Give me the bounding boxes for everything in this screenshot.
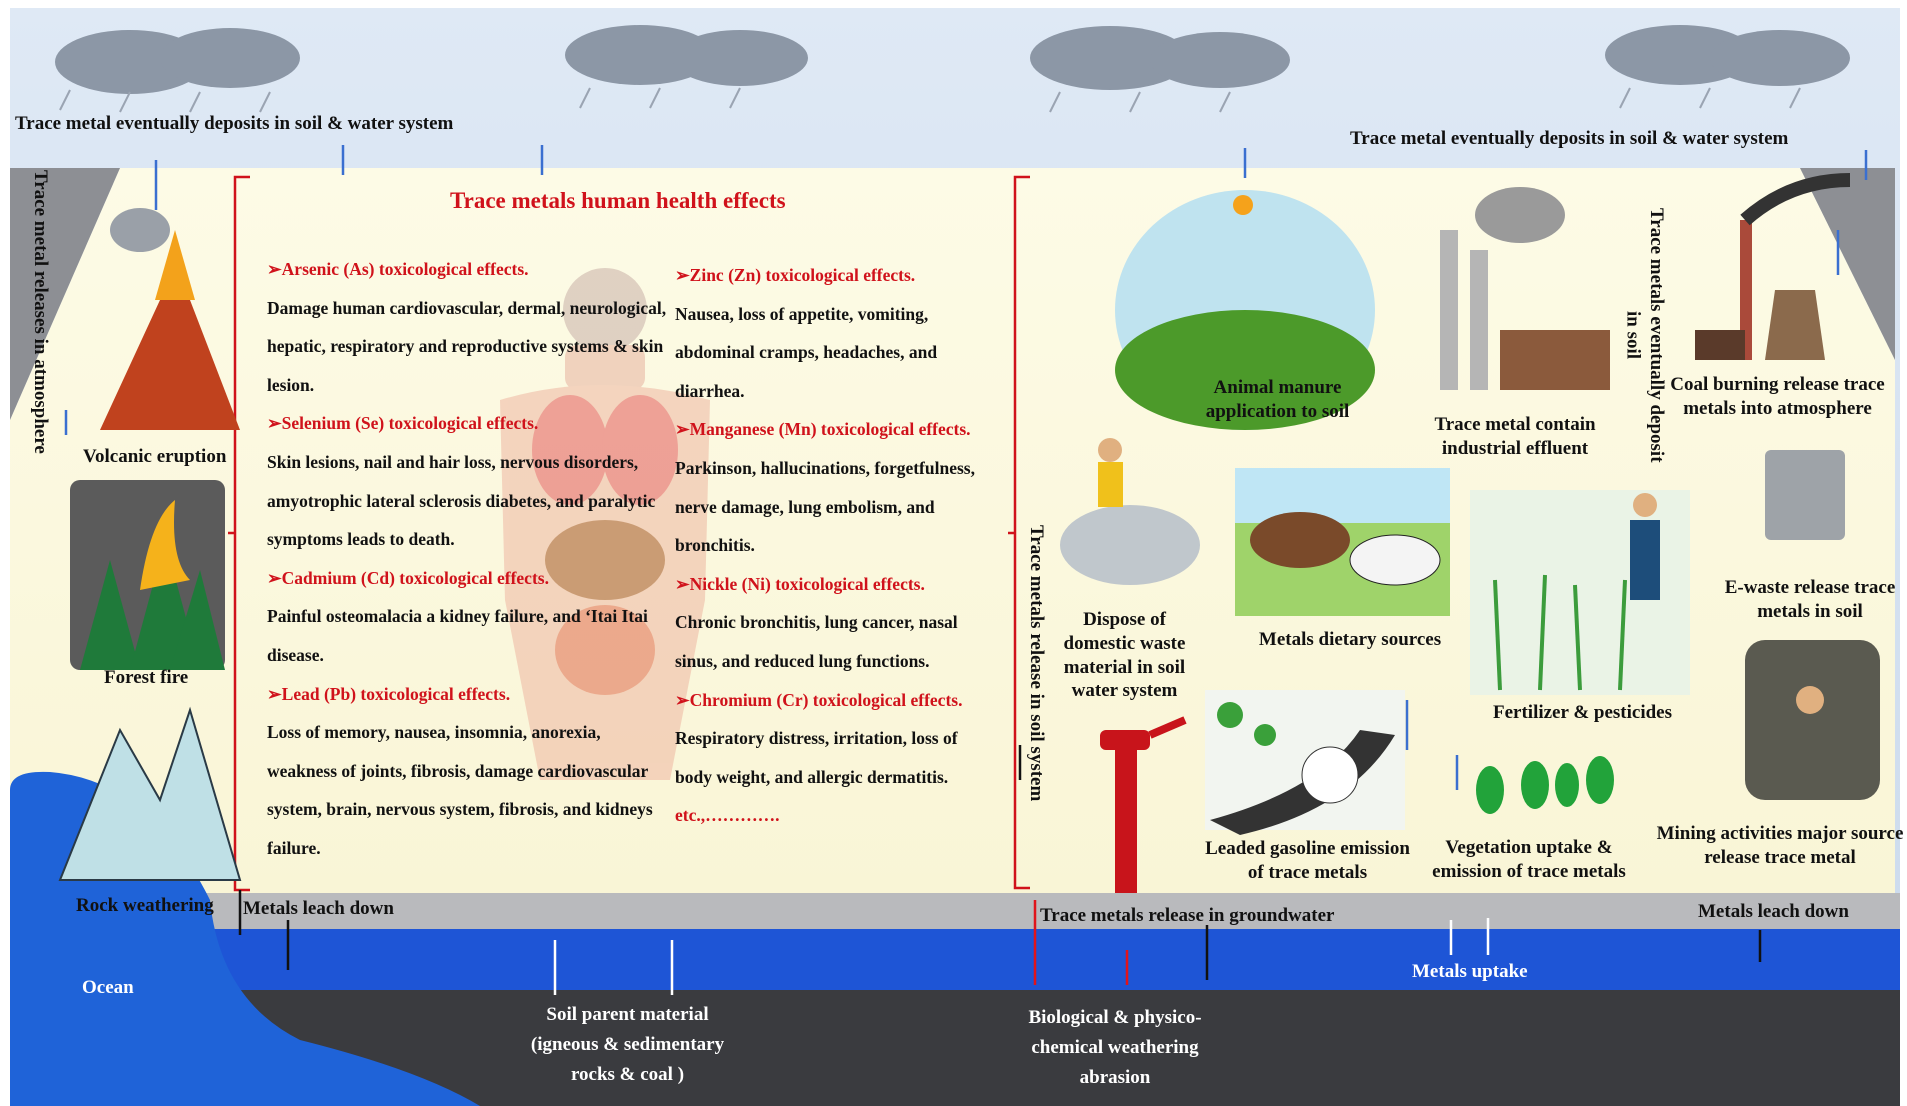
ground-label: Metals leach down — [243, 897, 394, 921]
effect-heading: ➢Chromium (Cr) toxicological effects. — [675, 681, 995, 720]
source-label: Mining activities major source release t… — [1655, 822, 1905, 870]
source-label: Forest fire — [104, 666, 188, 690]
source-label: Fertilizer & pesticides — [1470, 701, 1695, 725]
source-label: Metals dietary sources — [1240, 628, 1460, 652]
soil-release-label: Trace metals release in soil system — [1024, 525, 1048, 895]
road — [1205, 690, 1405, 835]
effect-text: Loss of memory, nausea, insomnia, anorex… — [267, 713, 672, 867]
source-label: Volcanic eruption — [83, 445, 226, 469]
forest — [70, 480, 225, 670]
cows — [1235, 468, 1450, 616]
ground-label: Metals leach down — [1698, 900, 1849, 924]
ocean-label: Ocean — [82, 976, 134, 1000]
effect-heading: ➢Manganese (Mn) toxicological effects. — [675, 410, 995, 449]
ground-label: Soil parent material (igneous & sediment… — [515, 1000, 740, 1090]
source-label: Trace metal contain industrial effluent — [1415, 413, 1615, 461]
deposit-label: Trace metal eventually deposits in soil … — [15, 112, 453, 136]
effect-heading: ➢Cadmium (Cd) toxicological effects. — [267, 559, 672, 598]
effects-column: ➢Arsenic (As) toxicological effects.Dama… — [267, 250, 672, 868]
effects-column: ➢Zinc (Zn) toxicological effects.Nausea,… — [675, 256, 995, 835]
ground-label: Biological & physico-chemical weathering… — [1010, 1003, 1220, 1093]
effect-text: Chronic bronchitis, lung cancer, nasal s… — [675, 603, 995, 680]
effect-text: Painful osteomalacia a kidney failure, a… — [267, 597, 672, 674]
effect-text: Damage human cardiovascular, dermal, neu… — [267, 289, 672, 405]
etc-label: etc.,…………. — [675, 796, 995, 835]
atmosphere-label: Trace metal releases in atmosphere — [28, 170, 52, 550]
source-label: Leaded gasoline emission of trace metals — [1195, 837, 1420, 885]
effect-heading: ➢Selenium (Se) toxicological effects. — [267, 404, 672, 443]
health-title: Trace metals human health effects — [450, 187, 786, 216]
effect-heading: ➢Zinc (Zn) toxicological effects. — [675, 256, 995, 295]
mining — [1745, 640, 1880, 800]
e-waste — [1765, 450, 1845, 540]
source-label: E-waste release trace metals in soil — [1720, 576, 1900, 624]
diagram: Trace metal eventually deposits in soil … — [0, 0, 1907, 1106]
effect-text: Respiratory distress, irritation, loss o… — [675, 719, 995, 796]
effect-text: Nausea, loss of appetite, vomiting, abdo… — [675, 295, 995, 411]
deposit-label: Trace metals eventually deposit in soil — [1612, 205, 1668, 465]
effect-heading: ➢Nickle (Ni) toxicological effects. — [675, 565, 995, 604]
source-label: Rock weathering — [76, 894, 214, 918]
sprayer — [1470, 490, 1690, 695]
source-label: Dispose of domestic waste material in so… — [1052, 608, 1197, 703]
effect-text: Parkinson, hallucinations, forgetfulness… — [675, 449, 995, 565]
deposit-label: Trace metal eventually deposits in soil … — [1350, 127, 1788, 151]
effect-heading: ➢Arsenic (As) toxicological effects. — [267, 250, 672, 289]
ground-label: Trace metals release in groundwater — [1040, 904, 1334, 928]
source-label: Coal burning release trace metals into a… — [1655, 373, 1900, 421]
source-label: Vegetation uptake & emission of trace me… — [1418, 836, 1640, 884]
ground-label: Metals uptake — [1412, 960, 1528, 984]
source-label: Animal manure application to soil — [1190, 376, 1365, 424]
groundwater-layer — [10, 929, 1900, 990]
effect-text: Skin lesions, nail and hair loss, nervou… — [267, 443, 672, 559]
effect-heading: ➢Lead (Pb) toxicological effects. — [267, 675, 672, 714]
